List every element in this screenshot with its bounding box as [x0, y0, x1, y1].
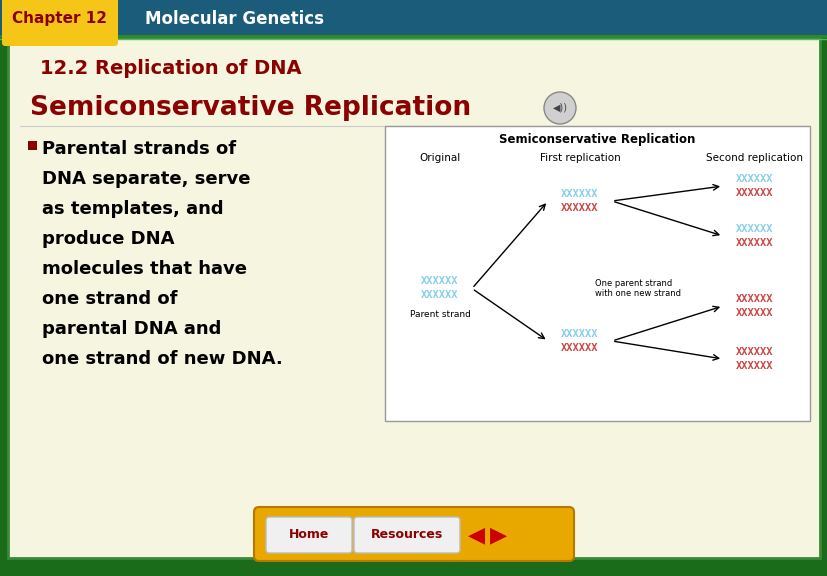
Text: molecules that have: molecules that have	[42, 260, 246, 278]
Text: XXXXXX: XXXXXX	[735, 174, 772, 184]
Text: one strand of: one strand of	[42, 290, 177, 308]
Text: as templates, and: as templates, and	[42, 200, 223, 218]
Text: XXXXXX: XXXXXX	[735, 224, 772, 234]
Bar	[0, 0, 827, 35]
FancyBboxPatch shape	[385, 126, 809, 421]
Text: XXXXXX: XXXXXX	[561, 329, 598, 339]
Bar	[8, 36, 819, 40]
FancyBboxPatch shape	[254, 507, 573, 561]
Text: Molecular Genetics: Molecular Genetics	[145, 10, 323, 28]
Text: one strand of new DNA.: one strand of new DNA.	[42, 350, 282, 368]
Text: One parent strand
with one new strand: One parent strand with one new strand	[595, 279, 680, 298]
Text: parental DNA and: parental DNA and	[42, 320, 221, 338]
Text: XXXXXX: XXXXXX	[735, 308, 772, 318]
Text: produce DNA: produce DNA	[42, 230, 174, 248]
Text: DNA separate, serve: DNA separate, serve	[42, 170, 251, 188]
Text: XXXXXX: XXXXXX	[561, 203, 598, 213]
Text: Semiconservative Replication: Semiconservative Replication	[30, 95, 471, 121]
Text: Parental strands of: Parental strands of	[42, 140, 236, 158]
Text: ◀)): ◀))	[552, 103, 566, 113]
Text: Semiconservative Replication: Semiconservative Replication	[499, 134, 695, 146]
Text: ◀: ◀	[468, 525, 485, 545]
Text: First replication: First replication	[539, 153, 619, 163]
Text: XXXXXX: XXXXXX	[735, 347, 772, 357]
Text: XXXXXX: XXXXXX	[735, 294, 772, 304]
Text: XXXXXX: XXXXXX	[735, 361, 772, 371]
Text: ▶: ▶	[490, 525, 507, 545]
Text: Original: Original	[418, 153, 460, 163]
Circle shape	[543, 92, 576, 124]
FancyBboxPatch shape	[354, 517, 460, 553]
Text: Second replication: Second replication	[705, 153, 802, 163]
Text: XXXXXX: XXXXXX	[735, 238, 772, 248]
Text: Resources: Resources	[370, 529, 442, 541]
Bar	[28, 141, 37, 150]
Text: XXXXXX: XXXXXX	[561, 189, 598, 199]
Text: XXXXXX: XXXXXX	[421, 276, 458, 286]
Text: Parent strand: Parent strand	[409, 310, 470, 320]
FancyBboxPatch shape	[2, 0, 118, 46]
Text: 12.2 Replication of DNA: 12.2 Replication of DNA	[40, 59, 301, 78]
Text: XXXXXX: XXXXXX	[735, 188, 772, 198]
Text: XXXXXX: XXXXXX	[421, 290, 458, 301]
Text: Home: Home	[289, 529, 329, 541]
FancyBboxPatch shape	[265, 517, 351, 553]
Text: XXXXXX: XXXXXX	[561, 343, 598, 353]
Text: Chapter 12: Chapter 12	[12, 12, 108, 26]
